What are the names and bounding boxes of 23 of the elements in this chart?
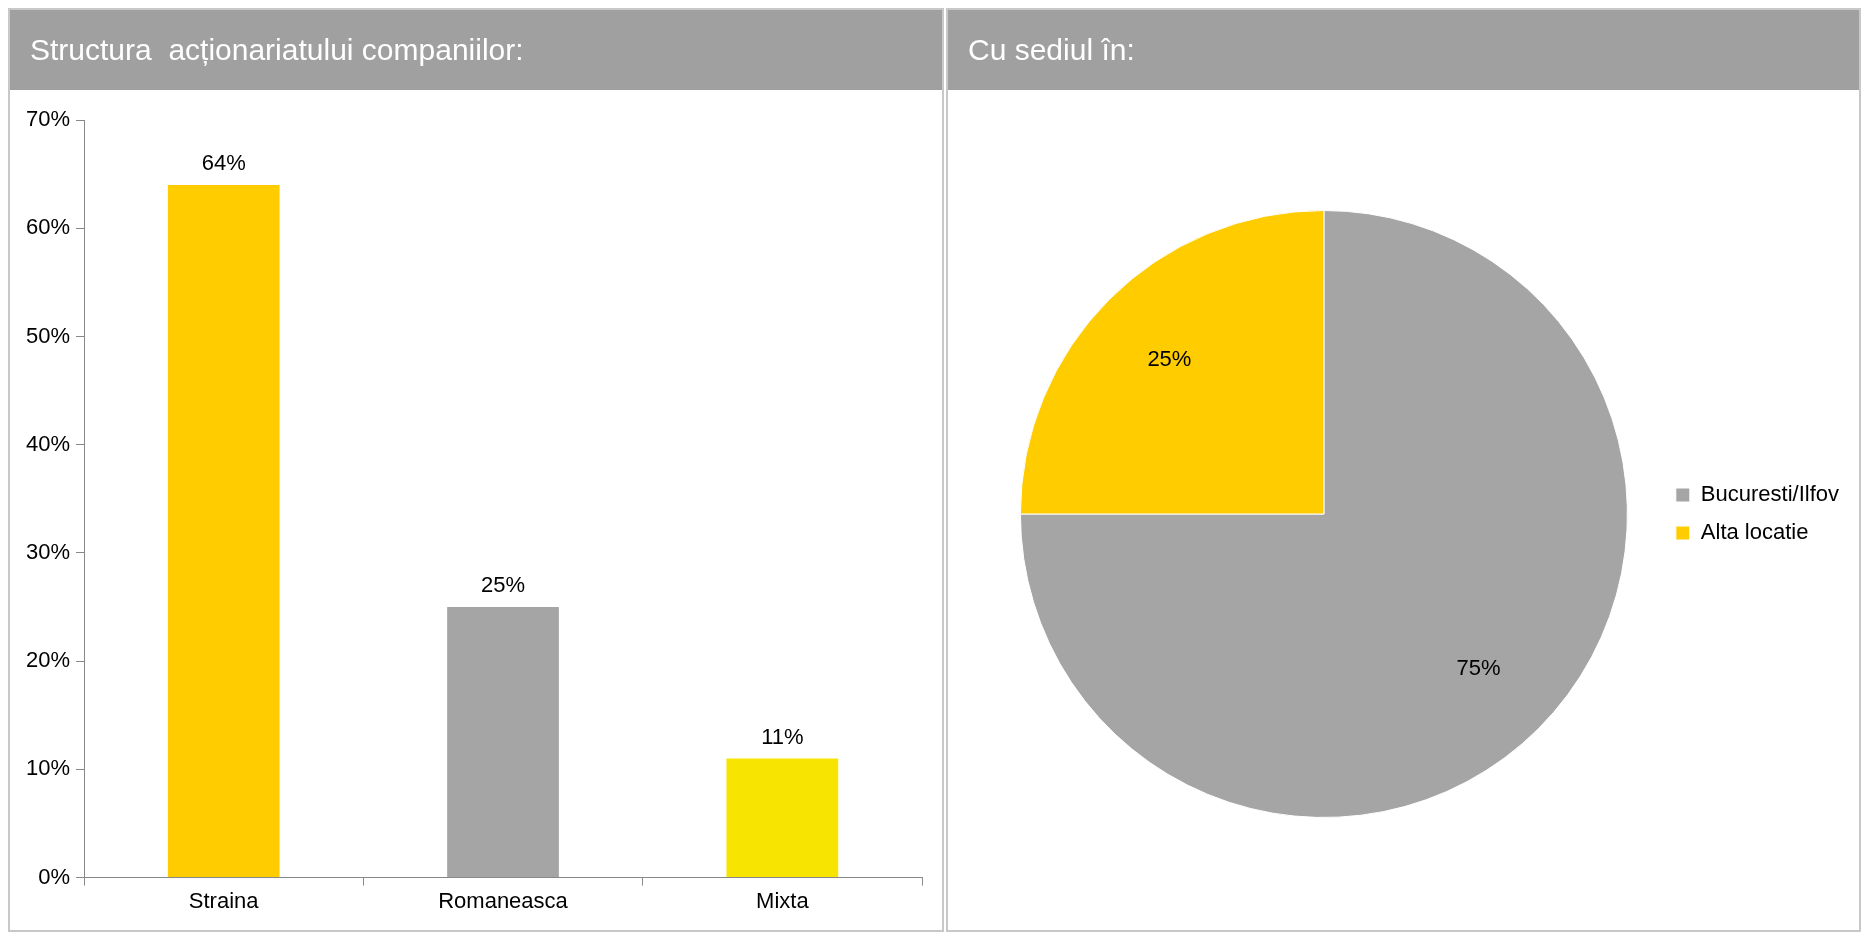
x-tick-label: Romaneasca [438, 887, 569, 913]
y-tick-label: 60% [25, 214, 71, 240]
y-tick-label: 30% [25, 538, 71, 564]
bar [726, 758, 839, 878]
x-tick-label: Mixta [756, 887, 810, 913]
legend-label: Alta locatie [1700, 519, 1809, 545]
legend-label: Bucuresti/Ilfov [1700, 481, 1840, 507]
data-label: 11% [761, 723, 804, 749]
y-tick-label: 10% [25, 755, 71, 781]
data-label: 64% [201, 150, 246, 175]
data-label: 25% [1147, 345, 1192, 371]
data-label: 25% [480, 572, 526, 598]
y-tick-label: 70% [25, 106, 71, 132]
bar [447, 607, 559, 878]
x-tick-label: Straina [188, 887, 260, 913]
y-tick-label: 0% [38, 863, 71, 889]
y-tick-label: 40% [25, 430, 71, 456]
y-tick-label: 20% [25, 647, 71, 673]
data-label: 75% [1456, 654, 1501, 680]
bar [167, 184, 280, 878]
y-tick-label: 50% [25, 322, 71, 348]
chart-title: Structura acționariatului companiilor: [10, 10, 942, 90]
chart-title: Cu sediul în: [948, 10, 1859, 90]
